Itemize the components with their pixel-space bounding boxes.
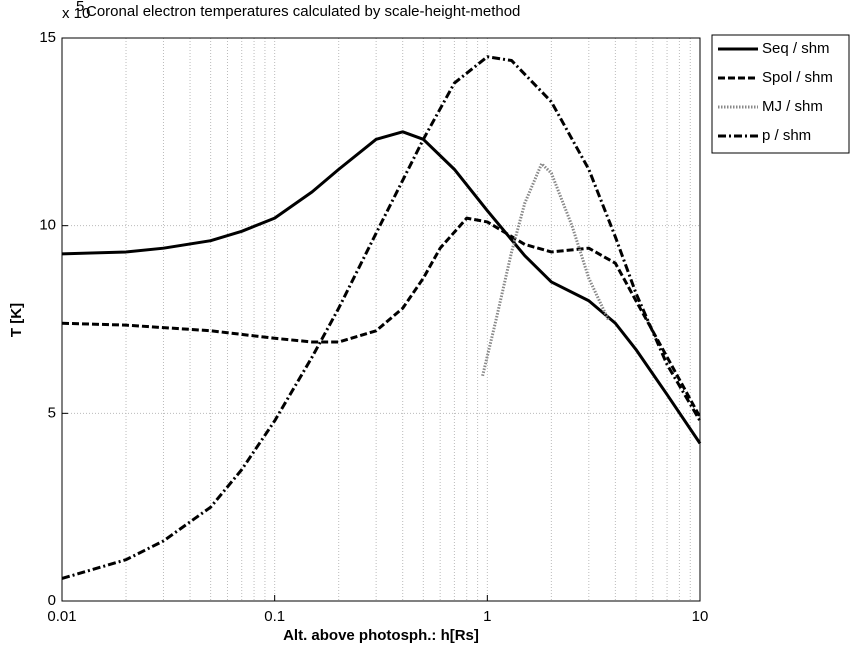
plot-frame (61, 37, 701, 602)
x-tick-label: 0.1 (264, 608, 285, 625)
legend-label: p / shm (762, 127, 811, 144)
x-tick-label: 0.01 (47, 608, 76, 625)
x-tick-label: 1 (483, 608, 491, 625)
legend-label: Spol / shm (762, 69, 833, 86)
series-line (61, 130, 702, 445)
series-line (61, 55, 702, 580)
y-tick-label: 5 (48, 404, 56, 421)
series-line (481, 162, 610, 377)
series-line (61, 216, 702, 418)
legend-label: MJ / shm (762, 98, 823, 115)
axis-multiplier: x 10 (62, 5, 90, 22)
legend-box (711, 34, 850, 154)
legend-label: Seq / shm (762, 40, 830, 57)
y-tick-label: 15 (39, 29, 56, 46)
y-axis-label: T [K] (8, 303, 25, 337)
y-tick-label: 10 (39, 217, 56, 234)
chart-title: Coronal electron temperatures calculated… (86, 3, 520, 20)
axis-multiplier-exponent: 5 (76, 0, 84, 15)
y-tick-label: 0 (48, 592, 56, 609)
x-tick-label: 10 (692, 608, 709, 625)
x-axis-label: Alt. above photosph.: h[Rs] (283, 627, 479, 644)
